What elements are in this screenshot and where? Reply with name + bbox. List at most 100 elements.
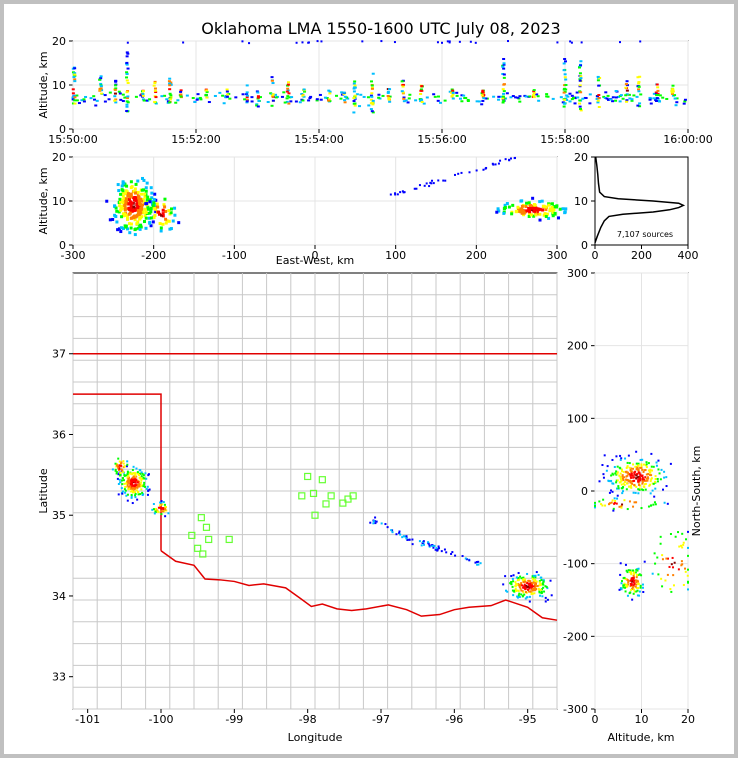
map-source-point: [542, 586, 545, 589]
time-source-point: [518, 95, 522, 98]
ew-source-point: [136, 194, 140, 198]
ns-source-point: [628, 466, 631, 469]
time-source-point: [448, 41, 451, 44]
ns-panel-ylabel: North-South, km: [690, 446, 703, 537]
time-source-point: [404, 99, 408, 102]
ns-source-point: [632, 576, 635, 579]
ns-source-point: [659, 478, 662, 481]
ns-source-point: [687, 530, 689, 533]
ns-source-point: [670, 590, 673, 593]
map-source-point: [534, 576, 537, 579]
time-flash-point: [501, 88, 505, 91]
map-source-point: [510, 575, 513, 578]
ns-source-point: [621, 474, 624, 477]
ew-source-point: [173, 206, 177, 210]
time-flash-point: [114, 98, 118, 101]
time-source-point: [466, 99, 470, 102]
time-flash-point: [125, 51, 129, 54]
time-source-point: [283, 101, 287, 104]
ns-source-point: [631, 474, 634, 477]
map-source-point: [128, 472, 131, 475]
ew-source-point: [152, 215, 156, 219]
map-source-point: [531, 577, 534, 580]
time-source-point: [460, 100, 464, 103]
time-source-point: [393, 41, 396, 44]
ew-source-point: [431, 179, 434, 182]
map-source-point: [156, 510, 159, 513]
ns-source-point: [637, 480, 640, 483]
time-flash-point: [562, 91, 566, 94]
map-source-point: [145, 487, 148, 490]
ew-source-point: [155, 202, 159, 206]
ew-source-point: [540, 199, 544, 203]
map-source-point: [130, 479, 133, 482]
ew-source-point: [148, 220, 152, 224]
ns-source-point: [649, 480, 652, 483]
ew-source-point: [494, 163, 497, 166]
time-source-point: [318, 93, 322, 96]
map-source-point: [541, 595, 544, 598]
map-source-point: [124, 486, 127, 489]
map-source-point: [151, 508, 154, 511]
ew-source-point: [120, 184, 124, 188]
map-source-point: [374, 516, 377, 519]
map-source-point: [126, 481, 129, 484]
ew-source-point: [413, 187, 416, 190]
map-source-point: [126, 479, 129, 482]
ns-source-point: [639, 473, 642, 476]
time-xtick-label: 15:56:00: [417, 133, 466, 146]
time-source-point: [500, 95, 504, 98]
ew-source-point: [154, 210, 158, 214]
ew-source-point: [432, 182, 435, 185]
time-flash-point: [563, 76, 567, 79]
map-source-point: [139, 477, 142, 480]
time-flash-point: [153, 100, 157, 103]
time-source-point: [335, 94, 339, 97]
map-source-point: [128, 485, 131, 488]
ns-source-point: [640, 466, 643, 469]
ns-source-point: [645, 461, 648, 464]
lat-tick-label: 34: [52, 590, 66, 603]
ew-source-point: [538, 200, 542, 204]
time-flash-point: [579, 60, 583, 63]
ns-source-point: [616, 494, 619, 497]
ns-source-point: [636, 594, 639, 597]
map-source-point: [386, 526, 389, 529]
ns-source-point: [616, 487, 619, 490]
time-source-point: [514, 96, 518, 99]
ns-source-point: [658, 472, 661, 475]
map-source-point: [476, 563, 479, 566]
ew-source-point: [150, 196, 154, 200]
ew-source-point: [164, 221, 168, 225]
ew-source-point: [519, 199, 523, 203]
ew-source-point: [550, 202, 554, 206]
ns-source-point: [645, 477, 648, 480]
ew-source-point: [124, 225, 128, 229]
map-source-point: [132, 484, 135, 487]
ns-source-point: [639, 458, 642, 461]
time-source-point: [301, 99, 305, 102]
time-flash-point: [501, 97, 505, 100]
time-source-point: [77, 102, 81, 105]
ns-source-point: [628, 485, 631, 488]
time-flash-point: [501, 95, 505, 98]
time-flash-point: [532, 90, 536, 93]
ns-source-point: [655, 461, 658, 464]
map-source-point: [534, 574, 537, 577]
map-source-point: [125, 474, 128, 477]
ns-source-point: [632, 571, 635, 574]
ew-source-point: [153, 207, 157, 211]
ew-source-point: [161, 222, 165, 226]
ns-source-point: [619, 454, 622, 457]
map-source-point: [132, 475, 135, 478]
time-source-point: [570, 94, 574, 97]
ew-source-point: [418, 184, 421, 187]
map-source-point: [516, 595, 519, 598]
time-flash-point: [245, 100, 249, 103]
ew-source-point: [563, 210, 567, 214]
ew-source-point: [535, 207, 539, 211]
ew-source-point: [151, 204, 155, 208]
time-source-point: [425, 96, 429, 99]
ew-source-point: [394, 193, 397, 196]
time-flash-point: [271, 99, 275, 102]
